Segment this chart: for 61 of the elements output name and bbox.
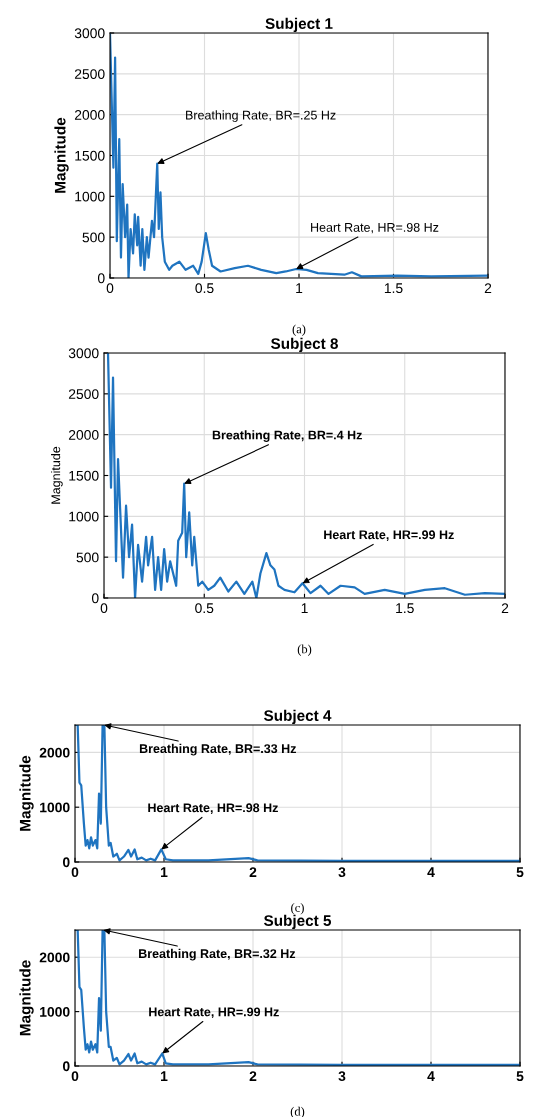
y-axis-title: Magnitude [51,446,63,504]
y-tick-label: 2500 [74,69,105,79]
y-tick-label: 2000 [39,952,70,963]
chart-title: Subject 1 [265,17,333,32]
annotation: Heart Rate, HR=.99 Hz [149,1007,279,1019]
y-tick-label: 2000 [39,747,70,758]
x-tick-label: 0.5 [195,283,214,294]
x-tick-label: 2 [484,283,492,293]
x-tick-label: 2 [249,867,257,877]
x-tick-label: 2 [249,1071,257,1081]
x-tick-label: 1 [296,283,303,293]
x-tick-label: 5 [516,867,524,878]
annotation: Heart Rate, HR=.98 Hz [148,803,278,815]
x-tick-label: 1.5 [384,283,403,294]
y-tick-label: 0 [91,593,99,604]
line-series [75,930,520,1066]
y-tick-label: 2000 [68,430,99,440]
line-series [75,725,520,862]
x-tick-label: 5 [516,1071,524,1082]
y-tick-label: 500 [82,232,105,243]
y-tick-label: 500 [76,552,99,563]
x-tick-label: 0 [106,283,114,294]
x-tick-label: 4 [427,867,435,877]
y-tick-label: 2000 [74,110,105,120]
y-tick-label: 2500 [68,389,99,399]
annotation: Breathing Rate, BR=.4 Hz [212,430,362,442]
y-tick-label: 1000 [75,191,105,202]
annotation: Heart Rate, HR=.98 Hz [311,222,439,234]
y-tick-label: 1000 [40,802,70,813]
text: (c) [291,903,304,915]
x-tick-label: 1 [161,1071,168,1081]
chart-title: Subject 5 [263,914,332,929]
annotation: Heart Rate, HR=.99 Hz [324,530,454,541]
text: (b) [297,644,312,656]
annotation: Breathing Rate, BR=.25 Hz [186,110,336,122]
y-tick-label: 1000 [69,511,99,522]
chart-title: Subject 8 [270,337,338,352]
y-tick-label: 1000 [40,1006,70,1017]
y-tick-label: 1500 [75,150,105,161]
x-tick-label: 1 [161,867,168,877]
chart-title: Subject 4 [263,709,332,724]
x-tick-label: 2 [501,603,509,613]
x-tick-label: 0.5 [195,603,214,614]
annotation: Breathing Rate, BR=.33 Hz [139,743,296,756]
y-axis-title: Magnitude [19,755,34,831]
y-tick-label: 3000 [68,348,99,359]
y-axis-title: Magnitude [54,117,69,193]
x-tick-label: 1 [301,603,308,613]
y-axis-title: Magnitude [19,960,34,1036]
y-tick-label: 0 [62,1061,70,1072]
y-tick-label: 3000 [74,28,105,39]
x-tick-label: 4 [427,1071,435,1081]
x-tick-label: 3 [338,867,346,878]
x-tick-label: 1.5 [396,603,414,614]
line-series [106,353,505,598]
y-tick-label: 0 [62,857,70,868]
x-tick-label: 3 [338,1071,346,1082]
annotation: Breathing Rate, BR=.32 Hz [139,948,296,961]
y-tick-label: 0 [97,273,105,284]
y-tick-label: 1500 [69,470,99,481]
text: (a) [292,324,306,336]
